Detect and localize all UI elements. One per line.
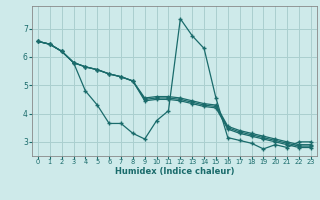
X-axis label: Humidex (Indice chaleur): Humidex (Indice chaleur) (115, 167, 234, 176)
